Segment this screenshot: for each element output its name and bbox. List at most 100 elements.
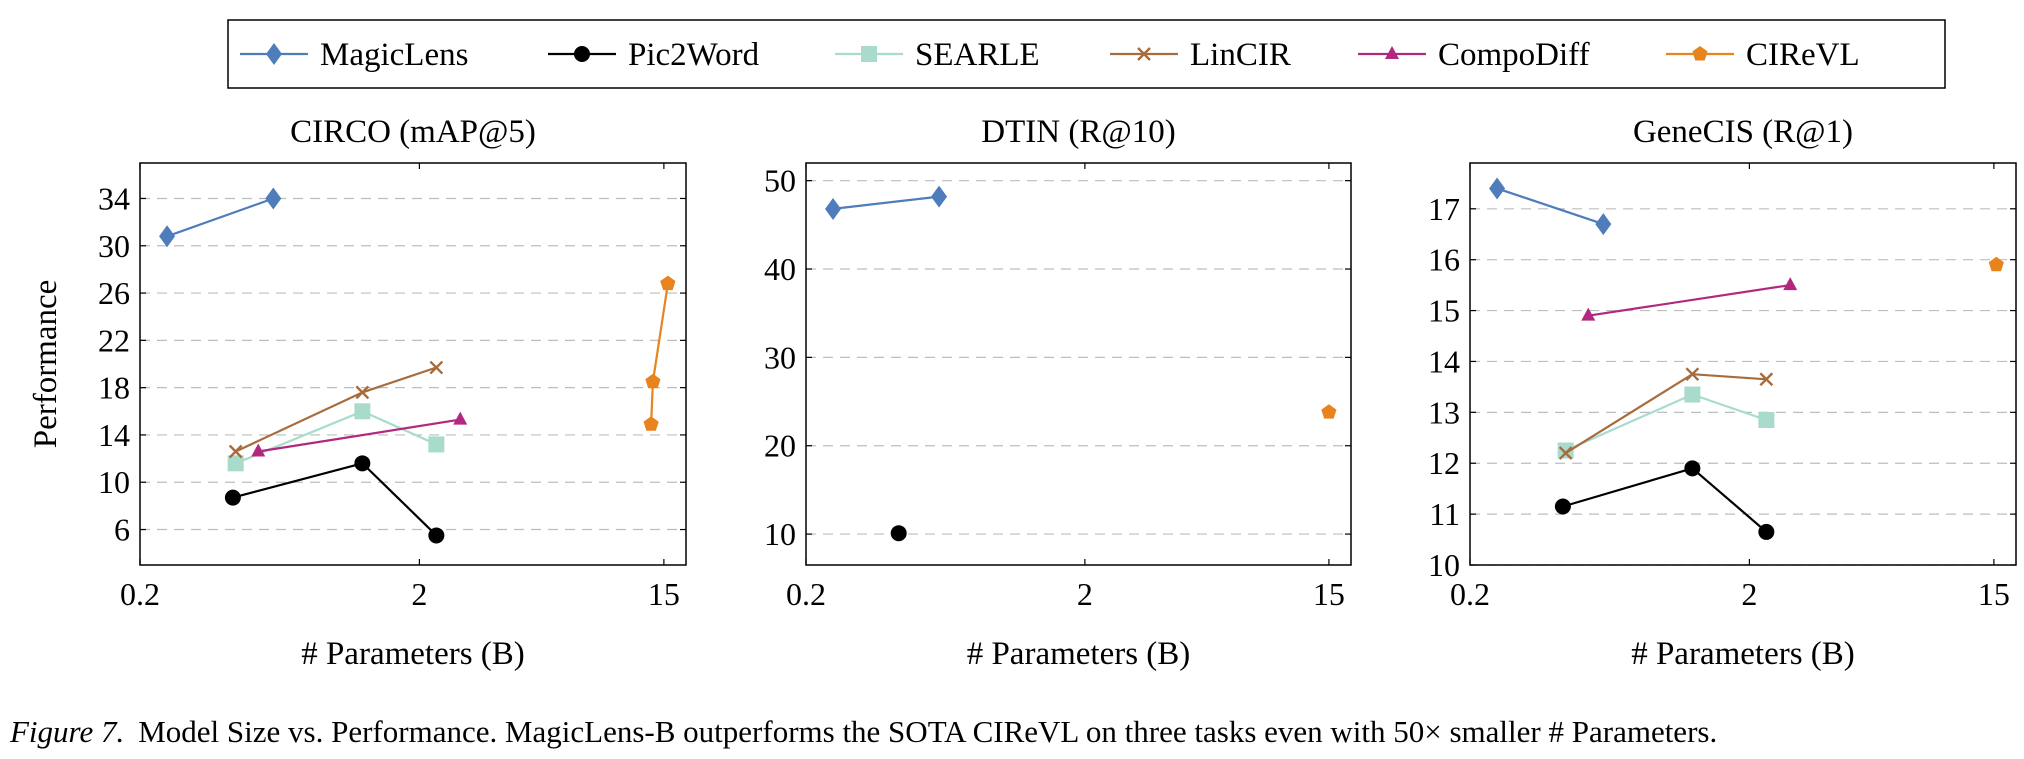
data-point — [354, 455, 371, 472]
legend: MagicLens Pic2Word SEARLE LinCIR CompoDiff CI… — [227, 19, 1946, 89]
x-axis-label: # Parameters (B) — [301, 636, 525, 672]
data-point — [1758, 523, 1775, 540]
legend-marker-pentagon — [1692, 46, 1708, 61]
caption-label: Figure 7. — [10, 714, 125, 749]
data-point — [355, 385, 370, 400]
y-tick-label: 14 — [1428, 343, 1460, 379]
data-point — [453, 411, 468, 425]
y-tick-label: 22 — [98, 322, 130, 358]
y-tick-label: 17 — [1428, 191, 1460, 227]
y-tick-label: 14 — [98, 417, 130, 453]
data-point — [265, 187, 282, 210]
series-lincir — [228, 360, 444, 459]
data-point — [1783, 277, 1798, 291]
series-lincir — [1558, 367, 1774, 460]
data-point — [1759, 372, 1774, 387]
data-point — [1595, 213, 1612, 236]
y-tick-label: 6 — [114, 512, 130, 548]
plot-frame — [1469, 162, 2017, 566]
legend-marker-triangle — [1385, 46, 1399, 59]
x-tick-label: 2 — [411, 576, 427, 612]
series-line — [258, 418, 461, 453]
x-tick-label: 15 — [1978, 576, 2010, 612]
data-point — [890, 525, 907, 542]
x-tick-label: 2 — [1741, 576, 1757, 612]
y-tick-label: 10 — [1428, 547, 1460, 583]
data-point — [251, 443, 266, 457]
data-point — [1321, 404, 1337, 419]
series-line — [166, 197, 274, 238]
series-pic2word — [890, 525, 907, 542]
data-point — [825, 197, 842, 220]
legend-marker-circle — [574, 46, 590, 62]
legend-marker-diamond — [266, 43, 282, 65]
data-point — [227, 455, 244, 472]
legend-item-magiclens: MagicLens — [240, 37, 468, 73]
y-tick-label: 13 — [1428, 394, 1460, 430]
chart-panel-3: 10 11 12 13 14 15 16 17 0.2 2 15 GeneCIS (R@1) # Par… — [1428, 114, 2017, 672]
series-searle — [1557, 386, 1775, 459]
series-line — [1565, 393, 1767, 452]
series-line — [832, 195, 940, 210]
series-line — [1562, 467, 1768, 533]
data-point — [228, 444, 243, 459]
chart-title: DTIN (R@10) — [981, 114, 1175, 150]
y-tick-label: 40 — [764, 251, 796, 287]
y-tick-label: 15 — [1428, 293, 1460, 329]
y-tick-label: 10 — [98, 464, 130, 500]
x-tick-label: 0.2 — [120, 576, 160, 612]
series-cirevl — [643, 275, 676, 431]
data-point — [429, 360, 444, 375]
data-point — [1684, 386, 1701, 403]
series-cirevl — [1988, 256, 2004, 272]
series-magiclens — [825, 185, 948, 220]
series-cirevl — [1321, 404, 1337, 419]
data-point — [1684, 460, 1701, 477]
data-point — [224, 489, 241, 506]
legend-box — [227, 19, 1946, 89]
data-point — [1988, 256, 2004, 272]
x-axis-label: # Parameters (B) — [967, 636, 1191, 672]
series-magiclens — [1489, 177, 1612, 236]
legend-item-lincir: LinCIR — [1110, 37, 1291, 73]
legend-marker-cross — [1137, 47, 1151, 61]
data-point — [645, 373, 661, 389]
data-point — [159, 225, 176, 248]
plot-frame — [805, 162, 1352, 566]
series-pic2word — [224, 455, 445, 544]
series-line — [232, 462, 438, 537]
legend-label: Pic2Word — [628, 37, 760, 73]
legend-item-cirevl: CIReVL — [1666, 37, 1860, 73]
y-tick-label: 16 — [1428, 242, 1460, 278]
x-tick-label: 15 — [1313, 576, 1345, 612]
y-tick-label: 18 — [98, 370, 130, 406]
y-tick-label: 10 — [764, 516, 796, 552]
legend-label: MagicLens — [320, 37, 468, 73]
data-point — [643, 416, 659, 431]
legend-item-pic2word: Pic2Word — [548, 37, 760, 73]
series-compodiff — [251, 411, 468, 457]
chart-title: GeneCIS (R@1) — [1633, 114, 1853, 150]
chart-panel-2: 10 20 30 40 50 0.2 2 15 DTIN (R@10) # Parameters … — [764, 114, 1352, 672]
series-compodiff — [1581, 277, 1798, 321]
series-line — [650, 283, 669, 425]
legend-item-searle: SEARLE — [835, 37, 1040, 73]
data-point — [1554, 498, 1571, 515]
y-tick-label: 12 — [1428, 445, 1460, 481]
x-tick-label: 0.2 — [786, 576, 826, 612]
y-tick-label: 20 — [764, 428, 796, 464]
data-point — [1558, 446, 1573, 460]
series-line — [1588, 284, 1791, 317]
x-tick-label: 2 — [1077, 576, 1093, 612]
y-tick-label: 34 — [98, 180, 130, 216]
legend-label: CIReVL — [1746, 37, 1860, 73]
legend-label: LinCIR — [1190, 37, 1291, 73]
y-tick-label: 50 — [764, 163, 796, 199]
data-point — [1581, 307, 1596, 321]
legend-label: SEARLE — [915, 37, 1040, 73]
data-point — [931, 185, 948, 208]
data-point — [1685, 367, 1700, 382]
series-line — [1565, 373, 1767, 455]
